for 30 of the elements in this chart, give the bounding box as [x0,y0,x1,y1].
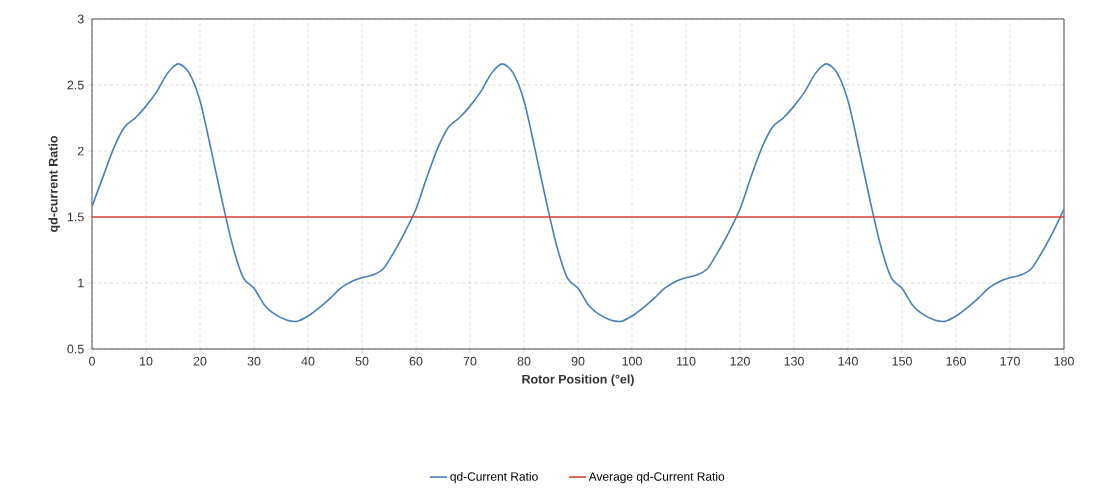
y-tick-label: 1.5 [67,212,84,222]
line-series [92,63,1065,323]
x-tick-label: 100 [622,356,642,366]
y-tick-label: 2 [77,146,84,156]
x-tick-label: 90 [571,356,585,366]
y-tick-label: 2.5 [67,80,84,90]
y-tick-label: 3 [77,14,84,24]
x-tick-label: 80 [517,356,531,366]
x-tick-label: 180 [1054,356,1074,366]
x-tick-label: 110 [677,356,696,366]
x-tick-label: 160 [946,356,966,366]
x-tick-label: 120 [730,356,750,366]
x-tick-label: 140 [838,356,858,366]
x-tick-label: 50 [355,356,369,366]
y-tick-label: 1 [78,278,84,288]
x-tick-label: 30 [247,356,261,366]
x-tick-label: 130 [784,356,804,366]
legend-label: Average qd-Current Ratio [588,471,725,484]
x-tick-label: 20 [193,356,207,366]
x-axis-title: Rotor Position (°el) [522,374,634,387]
legend-label: qd-Current Ratio [450,471,538,484]
x-tick-label: 150 [892,356,912,366]
y-axis-title: qd-current Ratio [48,136,61,232]
x-tick-label: 170 [1000,356,1020,366]
x-tick-label: 40 [301,356,315,366]
x-tick-label: 10 [140,356,153,366]
x-tick-label: 60 [409,356,423,366]
y-tick-label: 0.5 [67,344,84,354]
x-tick-label: 0 [89,356,95,366]
x-tick-label: 70 [463,356,477,366]
